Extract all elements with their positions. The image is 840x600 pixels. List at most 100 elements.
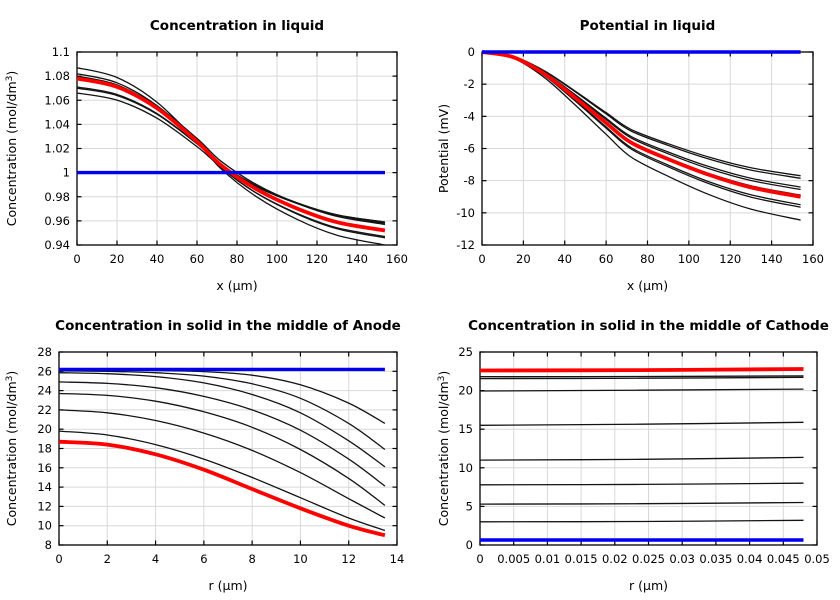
x-tick-label: 100 [678, 252, 700, 266]
x-tick-label: 140 [761, 252, 783, 266]
series-line-black [481, 51, 801, 179]
series-line-black [479, 421, 804, 426]
x-tick-label: 0 [478, 252, 485, 266]
series-line-black [479, 519, 804, 523]
series-line-black [481, 51, 801, 196]
x-tick-label: 40 [557, 252, 572, 266]
y-tick-label: 10 [37, 519, 52, 533]
y-axis-label: Concentration (mol/dm3) [436, 371, 451, 527]
y-tick-label: 10 [458, 461, 473, 475]
x-tick-label: 0.03 [669, 552, 695, 566]
x-tick-label: 10 [293, 552, 308, 566]
x-tick-label: 0.015 [565, 552, 598, 566]
series-line-black [58, 409, 386, 519]
y-tick-label: -8 [464, 174, 475, 188]
y-tick-label: -4 [464, 109, 475, 123]
y-tick-label: 24 [37, 384, 52, 398]
x-axis-label: r (µm) [629, 578, 668, 593]
x-tick-label: 100 [266, 252, 288, 266]
y-tick-label: 1.06 [44, 93, 70, 107]
y-tick-label: -12 [456, 238, 475, 252]
y-tick-label: 28 [37, 345, 52, 359]
chart-concentration-solid-anode: 0 2 4 6 8 10 12 14 8 10 12 14 16 18 20 22 24 26 28 Concentr… [0, 300, 420, 600]
x-tick-label: 80 [230, 252, 245, 266]
chart-title: Concentration in solid in the middle of … [55, 318, 401, 334]
chart-canvas-concentration-solid-anode: 0 2 4 6 8 10 12 14810121416182022242628Concentr… [4, 318, 405, 593]
y-tick-label: -10 [456, 206, 475, 220]
y-tick-label: 1.08 [44, 69, 70, 83]
y-tick-label: 1 [63, 166, 70, 180]
chart-concentration-solid-cathode: 0 0.005 0.01 0.015 0.02 0.025 0.03 0.035 0.04 0.0… [420, 300, 840, 600]
y-tick-label: -6 [464, 142, 475, 156]
x-tick-label: 0 [73, 252, 80, 266]
x-tick-label: 20 [110, 252, 125, 266]
y-axis-label: Potential (mV) [436, 104, 451, 193]
chart-canvas-concentration-in-liquid: 0 20 40 60 80 100 120 140 160 0.94 0.96 0.98 1 1.02 1.… [4, 18, 408, 293]
x-tick-label: 80 [640, 252, 655, 266]
x-tick-label: 0.05 [804, 552, 830, 566]
y-tick-label: 12 [37, 499, 52, 513]
y-tick-label: 0.94 [44, 238, 70, 252]
x-tick-label: 120 [306, 252, 328, 266]
y-axis-label: Concentration (mol/dm3) [4, 371, 19, 527]
x-tick-label: 2 [104, 552, 111, 566]
x-tick-label: 0.01 [535, 552, 561, 566]
series-line-black [76, 76, 386, 226]
series-line-black [58, 392, 386, 506]
series-line-black [481, 51, 801, 188]
x-tick-label: 0.025 [632, 552, 665, 566]
x-tick-label: 0.045 [767, 552, 800, 566]
y-tick-label: 20 [37, 422, 52, 436]
y-tick-label: 1.04 [44, 117, 70, 131]
series-line-black [481, 51, 801, 177]
y-tick-label: -2 [464, 77, 475, 91]
chart-title: Potential in liquid [580, 18, 716, 34]
y-tick-label: 0 [466, 538, 473, 552]
chart-title: Concentration in liquid [150, 18, 324, 34]
series-line-black [58, 370, 386, 451]
series-line-red [58, 439, 386, 538]
x-tick-label: 12 [341, 552, 356, 566]
series-line-black [76, 87, 386, 223]
chart-title: Concentration in solid in the middle of … [468, 318, 829, 334]
series-line-red [76, 76, 386, 233]
chart-potential-in-liquid: 0 20 40 60 80 100 120 140 160 -12 -10 -8 -6 -4 -2 0 Pote… [420, 0, 840, 300]
y-tick-label: 18 [37, 442, 52, 456]
x-tick-label: 20 [516, 252, 531, 266]
x-tick-label: 14 [390, 552, 405, 566]
x-axis-label: x (µm) [216, 278, 257, 293]
x-tick-label: 0.005 [497, 552, 530, 566]
series-line-black [481, 51, 801, 206]
x-tick-label: 0 [55, 552, 62, 566]
x-axis-label: x (µm) [627, 278, 668, 293]
y-tick-label: 16 [37, 461, 52, 475]
series-line-black [76, 86, 386, 224]
y-tick-label: 0.96 [44, 214, 70, 228]
x-tick-label: 120 [719, 252, 741, 266]
series-line-red [481, 50, 801, 199]
y-tick-label: 5 [466, 499, 473, 513]
y-tick-label: 22 [37, 403, 52, 417]
x-tick-label: 0.035 [699, 552, 732, 566]
y-tick-label: 20 [458, 384, 473, 398]
series-line-black [76, 67, 386, 246]
series-line-black [479, 456, 804, 461]
y-tick-label: 25 [458, 345, 473, 359]
series-line-black [479, 375, 804, 378]
y-tick-label: 1.1 [52, 45, 70, 59]
x-tick-label: 40 [150, 252, 165, 266]
chart-concentration-in-liquid: 0 20 40 60 80 100 120 140 160 0.94 0.96 0.98 1 1.02 1.… [0, 0, 420, 300]
series-line-black [76, 92, 386, 223]
series-line-black [479, 482, 804, 486]
y-tick-label: 0.98 [44, 190, 70, 204]
series-line-black [481, 51, 801, 208]
series-line-black [58, 372, 386, 468]
series-line-black [479, 388, 804, 392]
y-tick-label: 15 [458, 422, 473, 436]
x-tick-label: 60 [599, 252, 614, 266]
chart-canvas-potential-in-liquid: 0 20 40 60 80 100 120 140 160 -12 -10 -8 -6 -4 -2 0 Pote… [436, 18, 824, 293]
series-line-black [479, 376, 804, 380]
x-tick-label: 6 [200, 552, 207, 566]
y-tick-label: 26 [37, 364, 52, 378]
